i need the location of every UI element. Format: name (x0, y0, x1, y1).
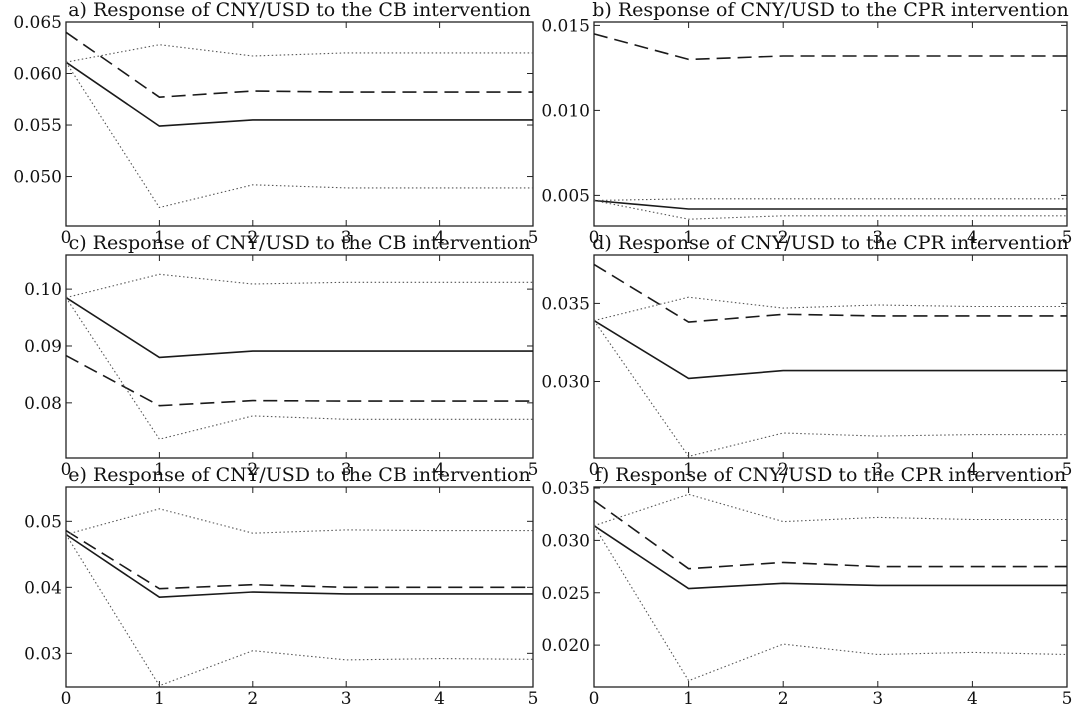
dashed-series-line (593, 33, 1067, 61)
x-tick-label: 4 (967, 228, 978, 248)
panel-a: a) Response of CNY/USD to the CB interve… (13, 0, 538, 248)
x-tick-label: 0 (61, 460, 72, 480)
solid-series-line (593, 319, 1067, 380)
y-tick-label: 0.020 (541, 636, 590, 656)
plot-frame (593, 254, 1068, 459)
y-tick-label: 0.035 (541, 294, 590, 314)
y-tick-label: 0.025 (541, 584, 590, 604)
x-tick-label: 1 (154, 228, 165, 248)
x-tick-label: 2 (778, 689, 789, 709)
panel-d: d) Response of CNY/USD to the CPR interv… (541, 232, 1072, 480)
dotted-series-line (65, 61, 533, 209)
panel-f: f) Response of CNY/USD to the CPR interv… (541, 464, 1072, 709)
y-tick-label: 0.08 (24, 394, 62, 414)
y-tick-label: 0.030 (541, 531, 590, 551)
x-tick-label: 5 (528, 460, 539, 480)
dashed-series-line (65, 529, 533, 590)
y-tick-label: 0.010 (541, 101, 590, 121)
plot-frame (65, 21, 534, 227)
dotted-series-line (65, 297, 533, 440)
x-tick-label: 3 (872, 460, 883, 480)
x-tick-label: 4 (434, 228, 445, 248)
x-tick-label: 1 (154, 689, 165, 709)
dotted-series-line (593, 320, 1067, 457)
dashed-series-line (593, 263, 1067, 323)
x-tick-label: 5 (528, 228, 539, 248)
x-tick-label: 2 (778, 228, 789, 248)
x-tick-label: 5 (1062, 689, 1072, 709)
x-tick-label: 5 (1062, 228, 1072, 248)
x-tick-label: 1 (154, 460, 165, 480)
x-tick-label: 0 (589, 228, 600, 248)
solid-series-line (593, 199, 1067, 210)
panel-c: c) Response of CNY/USD to the CB interve… (24, 232, 538, 480)
x-tick-label: 4 (967, 460, 978, 480)
panel-title: a) Response of CNY/USD to the CB interve… (68, 0, 531, 21)
dotted-series-line (593, 493, 1067, 527)
x-tick-label: 0 (589, 689, 600, 709)
x-tick-label: 3 (341, 689, 352, 709)
x-tick-label: 4 (434, 689, 445, 709)
x-tick-label: 4 (434, 460, 445, 480)
x-tick-label: 2 (247, 460, 258, 480)
plot-frame (593, 21, 1068, 227)
dashed-series-line (65, 354, 533, 407)
dotted-series-line (65, 508, 533, 536)
panel-title: b) Response of CNY/USD to the CPR interv… (592, 0, 1069, 21)
x-tick-label: 1 (683, 460, 694, 480)
x-tick-label: 5 (528, 689, 539, 709)
solid-series-line (65, 61, 533, 127)
x-tick-label: 0 (589, 460, 600, 480)
x-tick-label: 5 (1062, 460, 1072, 480)
x-tick-label: 2 (247, 228, 258, 248)
x-tick-label: 1 (683, 228, 694, 248)
y-tick-label: 0.015 (541, 16, 590, 36)
x-tick-label: 3 (872, 689, 883, 709)
y-tick-label: 0.035 (541, 479, 590, 499)
panel-title: c) Response of CNY/USD to the CB interve… (69, 232, 531, 254)
panel-title: e) Response of CNY/USD to the CB interve… (68, 464, 530, 486)
x-tick-label: 0 (61, 689, 72, 709)
solid-series-line (65, 296, 533, 359)
x-tick-label: 3 (341, 460, 352, 480)
y-tick-label: 0.09 (24, 337, 62, 357)
y-tick-label: 0.005 (541, 186, 590, 206)
panel-b: b) Response of CNY/USD to the CPR interv… (541, 0, 1072, 248)
solid-series-line (65, 533, 533, 599)
dashed-series-line (593, 499, 1067, 570)
y-tick-label: 0.05 (24, 512, 62, 532)
dotted-series-line (593, 525, 1068, 682)
y-tick-label: 0.03 (24, 644, 62, 664)
x-tick-label: 3 (872, 228, 883, 248)
y-tick-label: 0.050 (13, 168, 62, 188)
dashed-series-line (65, 31, 533, 98)
y-tick-label: 0.055 (13, 116, 62, 136)
x-tick-label: 2 (778, 460, 789, 480)
x-tick-label: 3 (341, 228, 352, 248)
plot-frame (65, 486, 534, 688)
y-tick-label: 0.04 (24, 578, 62, 598)
dotted-series-line (65, 534, 534, 687)
y-tick-label: 0.065 (13, 13, 62, 33)
dotted-series-line (593, 296, 1067, 322)
dotted-series-line (65, 44, 533, 63)
y-tick-label: 0.060 (13, 65, 62, 85)
y-tick-label: 0.10 (24, 280, 62, 300)
plot-frame (593, 486, 1068, 688)
plot-frame (65, 254, 534, 459)
panel-title: d) Response of CNY/USD to the CPR interv… (592, 232, 1069, 254)
y-tick-label: 0.030 (541, 372, 590, 392)
dotted-series-line (65, 273, 533, 299)
x-tick-label: 4 (967, 689, 978, 709)
solid-series-line (593, 525, 1067, 590)
panel-title: f) Response of CNY/USD to the CPR interv… (595, 464, 1066, 486)
panel-e: e) Response of CNY/USD to the CB interve… (24, 464, 538, 709)
dotted-series-line (593, 199, 1067, 220)
x-tick-label: 0 (61, 228, 72, 248)
x-tick-label: 2 (247, 689, 258, 709)
x-tick-label: 1 (683, 689, 694, 709)
dotted-series-line (593, 198, 1067, 202)
